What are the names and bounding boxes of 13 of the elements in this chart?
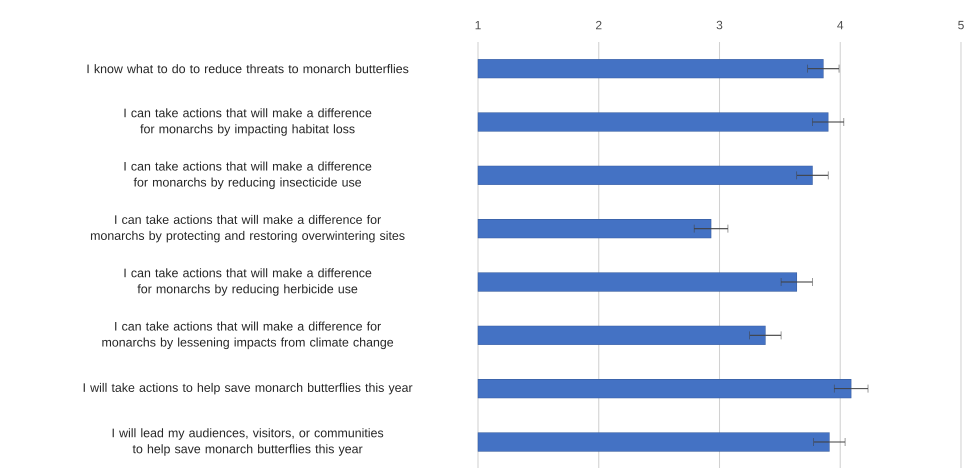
y-tick-label: I can take actions that will make a difference for monarchs by reducing herbicide use (124, 268, 372, 296)
x-tick-label: 5 (958, 20, 964, 30)
y-tick-label: I can take actions that will make a difference for monarchs by reducing insecticide use (124, 162, 372, 190)
x-tick-label: 1 (476, 21, 481, 30)
y-tick-label: I know what to do to reduce threats to monarch butterflies (87, 64, 408, 74)
y-tick-label: I can take actions that will make a difference for monarchs by impacting habitat loss (124, 108, 372, 136)
x-tick-label: 3 (716, 20, 722, 30)
y-tick-label: I can take actions that will make a difference for monarchs by protecting and restoring overwintering sites (90, 214, 405, 242)
x-tick-label: 4 (837, 21, 844, 30)
x-tick-label: 2 (596, 20, 602, 30)
y-tick-label: I can take actions that will make a difference for monarchs by lessening impacts from climate change (102, 322, 394, 350)
y-tick-label: I will take actions to help save monarch butterflies this year (84, 382, 412, 394)
y-tick-label: I will lead my audiences, visitors, or communities to help save monarch butterflies this year (112, 428, 384, 456)
